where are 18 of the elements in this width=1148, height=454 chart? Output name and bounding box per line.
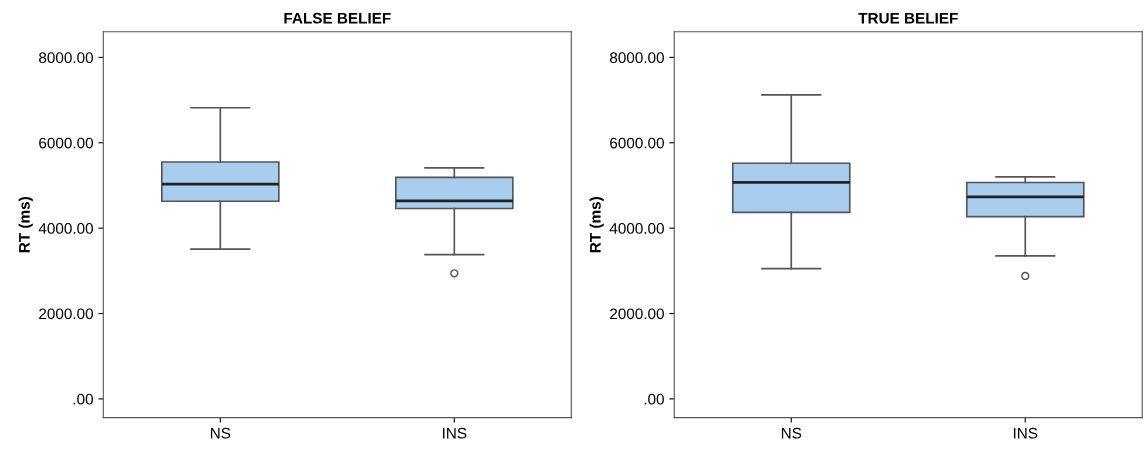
y-tick-label: 4000.00 bbox=[38, 223, 94, 234]
x-tick-label: NS bbox=[210, 427, 231, 439]
chart-title: TRUE BELIEF bbox=[858, 12, 958, 24]
x-tick-label: NS bbox=[781, 427, 802, 439]
y-tick-label: 8000.00 bbox=[609, 52, 664, 64]
y-tick-label: 4000.00 bbox=[609, 223, 664, 234]
x-tick-label: INS bbox=[1013, 427, 1038, 439]
y-axis-title: RT (ms) bbox=[589, 197, 604, 253]
y-tick-label: 6000.00 bbox=[39, 137, 94, 149]
y-tick-label: 6000.00 bbox=[610, 137, 664, 149]
y-tick-label: 2000.00 bbox=[610, 308, 664, 320]
y-axis-title: RT (ms) bbox=[18, 197, 33, 253]
chart-title: FALSE BELIEF bbox=[284, 12, 391, 24]
y-tick-label: 8000.00 bbox=[39, 52, 94, 64]
y-tick-label: 2000.00 bbox=[39, 308, 94, 320]
y-tick-label: .00 bbox=[644, 393, 664, 405]
y-tick-label: .00 bbox=[73, 393, 93, 405]
x-tick-label: INS bbox=[442, 427, 467, 439]
